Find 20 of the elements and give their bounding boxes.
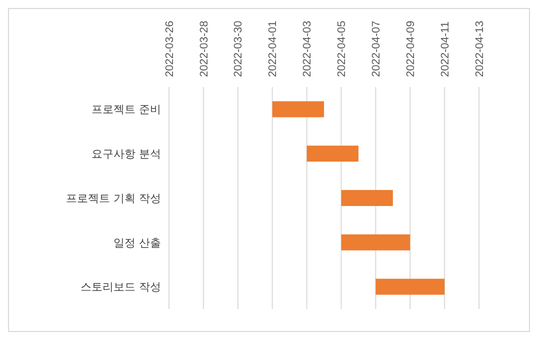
bar — [341, 234, 410, 250]
x-tick-label: 2022-04-05 — [336, 20, 348, 77]
x-tick-label: 2022-03-26 — [164, 20, 176, 77]
x-tick-label: 2022-04-11 — [439, 22, 452, 77]
y-tick-label: 일정 산출 — [114, 236, 161, 250]
x-tick-label: 2022-04-07 — [370, 20, 383, 77]
bar — [306, 146, 358, 162]
bar — [341, 190, 393, 206]
x-tick-label: 2022-04-09 — [404, 20, 417, 77]
y-tick-label: 프로젝트 기획 작성 — [66, 192, 161, 205]
x-tick-label: 2022-03-28 — [198, 20, 210, 77]
x-tick-label: 2022-04-01 — [267, 20, 280, 77]
x-tick-label: 2022-03-30 — [232, 20, 245, 77]
y-tick-label: 프로젝트 준비 — [92, 103, 161, 116]
x-tick-label: 2022-04-03 — [302, 20, 314, 77]
y-tick-label: 요구사항 분석 — [92, 148, 161, 161]
y-tick-label: 스토리보드 작성 — [80, 280, 161, 294]
x-tick-label: 2022-04-13 — [474, 20, 486, 77]
bar — [376, 278, 445, 295]
bar — [272, 101, 324, 118]
